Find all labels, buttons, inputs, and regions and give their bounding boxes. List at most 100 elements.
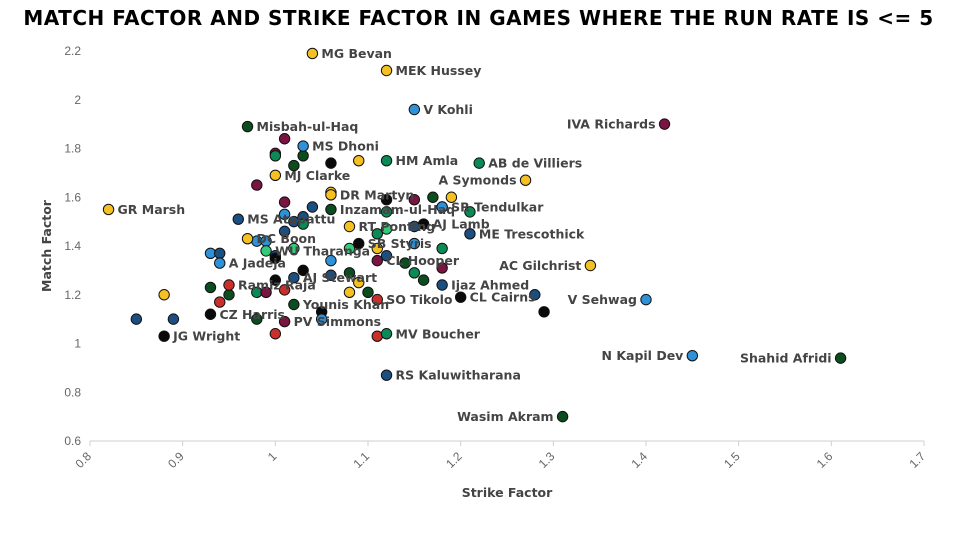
data-label: MS Atapattu bbox=[247, 212, 335, 227]
data-label: CL Hooper bbox=[386, 253, 460, 268]
data-label: DR Martyn bbox=[340, 187, 414, 202]
data-point bbox=[306, 47, 319, 60]
data-label: PV Simmons bbox=[294, 314, 381, 329]
data-label: AJ Lamb bbox=[433, 217, 490, 232]
data-point bbox=[353, 154, 365, 167]
data-point bbox=[297, 140, 309, 152]
data-point bbox=[343, 286, 356, 299]
data-point bbox=[288, 159, 300, 172]
data-point bbox=[204, 281, 217, 294]
data-label: Shahid Afridi bbox=[740, 351, 832, 366]
data-label: SR Tendulkar bbox=[451, 200, 544, 215]
data-point bbox=[529, 289, 541, 301]
x-tick-label: 0.8 bbox=[72, 449, 94, 471]
data-label: AC Gilchrist bbox=[499, 258, 581, 273]
data-point bbox=[297, 264, 309, 277]
data-point bbox=[658, 118, 671, 130]
data-points bbox=[102, 47, 847, 423]
data-point bbox=[380, 328, 393, 340]
data-label: RT Ponting bbox=[358, 219, 435, 234]
data-label: V Sehwag bbox=[568, 292, 637, 307]
data-point bbox=[288, 271, 300, 284]
x-tick-label: 1.5 bbox=[721, 449, 743, 471]
y-tick-label: 1.8 bbox=[64, 142, 81, 156]
data-label: N Kapil Dev bbox=[602, 348, 684, 363]
data-point bbox=[158, 330, 170, 342]
data-point bbox=[380, 154, 393, 167]
data-point bbox=[371, 228, 383, 240]
data-point bbox=[167, 313, 180, 325]
data-point bbox=[315, 313, 328, 325]
data-label: AJ Stewart bbox=[303, 270, 377, 285]
data-label: A Jadeja bbox=[229, 256, 286, 271]
data-label: CZ Harris bbox=[219, 307, 285, 322]
data-point bbox=[102, 203, 115, 216]
data-point bbox=[325, 189, 337, 201]
data-point bbox=[241, 232, 254, 245]
data-point bbox=[269, 252, 282, 264]
data-point bbox=[538, 306, 550, 318]
data-point bbox=[278, 284, 291, 296]
data-point bbox=[278, 196, 291, 208]
point-labels: MG Bevan MEK Hussey V Kohli IVA Richards Mis… bbox=[118, 46, 832, 424]
data-point bbox=[436, 201, 448, 213]
data-point bbox=[464, 228, 476, 240]
data-point bbox=[269, 169, 282, 182]
data-point bbox=[232, 213, 244, 225]
data-point bbox=[380, 250, 393, 262]
data-label: MEK Hussey bbox=[396, 63, 482, 78]
data-label: MJ Clarke bbox=[284, 168, 350, 183]
data-label: CL Cairns bbox=[470, 290, 536, 305]
x-tick-label: 1.7 bbox=[906, 449, 928, 471]
data-point bbox=[241, 120, 254, 133]
data-point bbox=[325, 254, 337, 267]
x-tick-label: 1.2 bbox=[443, 449, 465, 471]
data-label: A Symonds bbox=[438, 173, 516, 188]
y-axis-label: Match Factor bbox=[39, 199, 54, 292]
data-label: Inzamam-ul-Haq bbox=[340, 202, 455, 217]
data-point bbox=[473, 157, 485, 169]
data-label: MV Boucher bbox=[396, 326, 481, 341]
data-point bbox=[278, 315, 291, 328]
data-label: Misbah-ul-Haq bbox=[257, 119, 359, 134]
x-tick-label: 1.1 bbox=[350, 449, 372, 471]
data-label: Younis Khan bbox=[302, 297, 389, 312]
data-label: V Kohli bbox=[423, 102, 473, 117]
y-tick-label: 1.6 bbox=[64, 190, 81, 204]
data-point bbox=[408, 267, 421, 279]
data-point bbox=[371, 242, 383, 255]
data-label: SB Styris bbox=[368, 236, 432, 251]
data-label: WU Tharanga bbox=[275, 243, 370, 258]
data-label: Ramiz Raja bbox=[238, 278, 316, 293]
y-tick-label: 2 bbox=[74, 93, 81, 107]
data-point bbox=[288, 242, 300, 255]
x-tick-label: 1.4 bbox=[628, 449, 650, 471]
data-point bbox=[278, 208, 291, 221]
data-label: MS Dhoni bbox=[312, 139, 379, 154]
data-point bbox=[297, 218, 309, 230]
data-point bbox=[380, 223, 393, 235]
data-point bbox=[269, 274, 282, 286]
data-point bbox=[214, 257, 226, 269]
data-point bbox=[269, 328, 282, 340]
data-point bbox=[325, 203, 337, 216]
data-point bbox=[251, 313, 263, 325]
data-label: MG Bevan bbox=[321, 46, 392, 61]
data-point bbox=[353, 237, 365, 250]
data-point bbox=[417, 218, 430, 230]
data-point bbox=[297, 150, 309, 162]
data-label: ME Trescothick bbox=[479, 226, 585, 241]
data-point bbox=[269, 150, 282, 162]
data-point bbox=[371, 254, 383, 267]
data-point bbox=[158, 289, 170, 301]
data-point bbox=[353, 276, 365, 289]
axes: 0.8 0.9 1 1.1 1.2 1.3 1.4 1.5 1.6 1.70.60.811.21.… bbox=[64, 44, 928, 471]
data-point bbox=[436, 242, 448, 255]
data-label: SO Tikolo bbox=[386, 292, 453, 307]
data-point bbox=[223, 289, 235, 301]
data-label: DC Boon bbox=[257, 231, 317, 246]
data-label: GR Marsh bbox=[118, 202, 186, 217]
y-tick-label: 1.4 bbox=[64, 239, 81, 253]
data-point bbox=[427, 191, 439, 203]
